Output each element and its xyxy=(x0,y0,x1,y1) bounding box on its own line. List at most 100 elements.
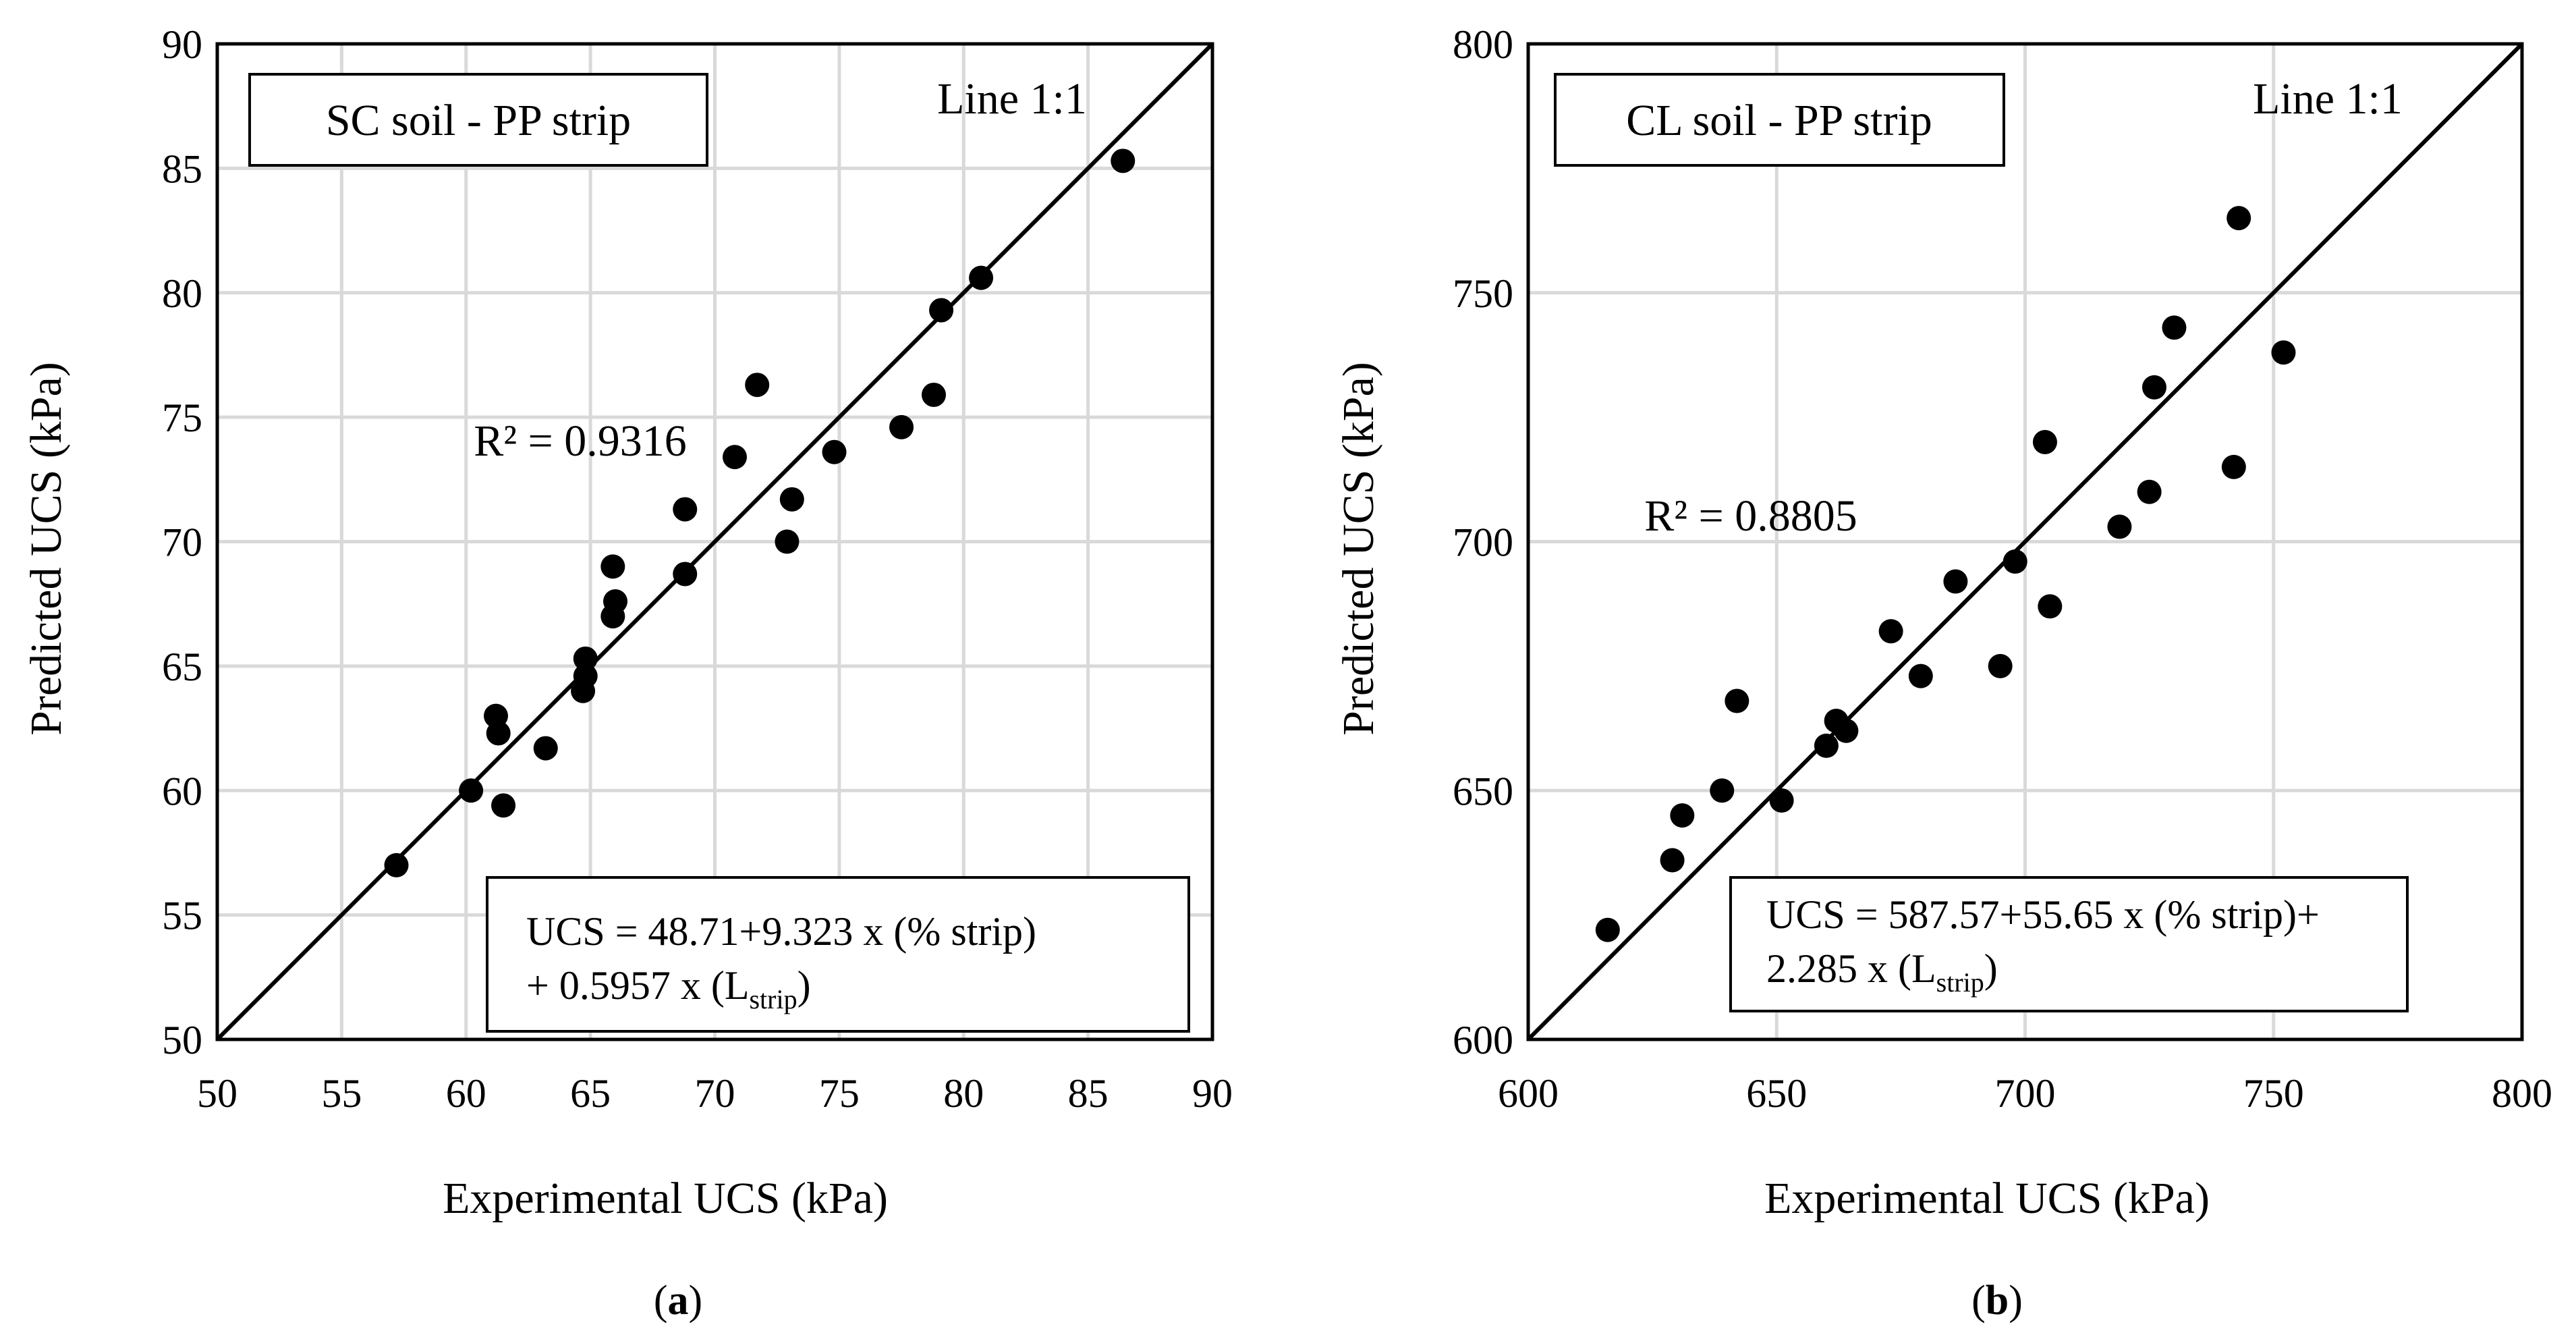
x-tick-label: 750 xyxy=(2243,1071,2304,1116)
data-point xyxy=(1595,917,1620,942)
y-tick-label: 80 xyxy=(162,271,202,316)
data-point xyxy=(775,529,800,554)
y-tick-label: 800 xyxy=(1453,22,1513,67)
equation-line-2-suffix: ) xyxy=(1984,946,1998,991)
x-tick-label: 90 xyxy=(1192,1071,1233,1116)
x-tick-label: 70 xyxy=(695,1071,735,1116)
data-point xyxy=(1725,688,1749,713)
x-tick-label: 80 xyxy=(943,1071,984,1116)
y-tick-label: 90 xyxy=(162,22,202,67)
data-point xyxy=(603,589,627,614)
y-tick-label: 700 xyxy=(1453,520,1513,565)
panel-label-close-paren: ) xyxy=(2009,1278,2023,1324)
x-tick-label: 60 xyxy=(446,1071,486,1116)
data-point xyxy=(2003,549,2027,574)
r-squared-label: R² = 0.9316 xyxy=(474,416,687,466)
x-tick-label: 600 xyxy=(1498,1071,1559,1116)
x-tick-label: 700 xyxy=(1995,1071,2056,1116)
data-point xyxy=(889,414,914,439)
data-point xyxy=(2107,514,2132,539)
x-tick-label: 85 xyxy=(1068,1071,1109,1116)
data-point xyxy=(1943,569,1968,594)
equation-line-2-prefix: + 0.5957 x (L xyxy=(526,963,749,1008)
x-tick-label: 50 xyxy=(197,1071,237,1116)
data-point xyxy=(1769,788,1794,813)
data-point xyxy=(929,298,954,323)
panel-label: (a) xyxy=(654,1278,702,1324)
data-point xyxy=(1814,733,1839,758)
data-point xyxy=(673,562,698,587)
panel-label-open-paren: ( xyxy=(654,1278,668,1324)
data-point xyxy=(1710,778,1735,803)
data-point xyxy=(486,721,511,746)
data-point xyxy=(384,852,409,877)
data-point xyxy=(2141,375,2166,400)
one-to-one-line xyxy=(215,42,1214,1041)
panel-label-close-paren: ) xyxy=(689,1278,703,1324)
equation-line-2: 2.285 x (Lstrip) xyxy=(1766,946,1998,998)
data-point xyxy=(1988,653,2013,678)
panel-label-letter: a xyxy=(668,1278,689,1324)
data-point xyxy=(1111,148,1136,173)
panel-label-letter: b xyxy=(1986,1278,2009,1324)
equation-box xyxy=(1729,876,2409,1012)
chart-title-box xyxy=(1554,73,2005,167)
data-point xyxy=(822,439,847,464)
chart-panel-b: 600 650 700 750 800 600 650 700 750 800 CL soil - … xyxy=(1334,22,2552,1324)
x-tick-label: 650 xyxy=(1746,1071,1807,1116)
plot-area-frame xyxy=(215,42,1214,1041)
y-tick-label: 75 xyxy=(162,396,202,440)
x-tick-label: 75 xyxy=(819,1071,860,1116)
line-label: Line 1:1 xyxy=(937,74,1087,124)
equation-line-1: UCS = 48.71+9.323 x (% strip) xyxy=(526,909,1036,954)
data-point xyxy=(2137,479,2162,504)
data-point xyxy=(1908,663,1933,688)
y-tick-label: 65 xyxy=(162,645,202,689)
panel-label: (b) xyxy=(1971,1278,2023,1324)
x-axis-label: Experimental UCS (kPa) xyxy=(1764,1174,2210,1223)
chart-title: CL soil - PP strip xyxy=(1626,96,1932,145)
data-point xyxy=(2227,206,2251,231)
x-tick-label: 55 xyxy=(321,1071,362,1116)
y-axis-label: Predicted UCS (kPa) xyxy=(1334,362,1383,736)
y-tick-label: 70 xyxy=(162,520,202,565)
equation-subscript: strip xyxy=(749,984,797,1014)
data-point xyxy=(491,793,516,818)
r-squared-label: R² = 0.8805 xyxy=(1644,491,1857,541)
data-point xyxy=(1834,718,1859,743)
chart-panel-a: 50 55 60 65 70 75 80 85 90 50 55 60 65 70 75 80 85 90 SC s… xyxy=(22,22,1233,1324)
data-point xyxy=(922,382,946,407)
x-tick-label: 800 xyxy=(2492,1071,2552,1116)
equation-box xyxy=(486,876,1190,1033)
data-point xyxy=(1670,803,1695,828)
data-point xyxy=(779,487,804,512)
equation-line-2-suffix: ) xyxy=(797,963,811,1008)
data-point xyxy=(2271,340,2296,365)
chart-title: SC soil - PP strip xyxy=(326,96,631,145)
line-label: Line 1:1 xyxy=(2253,74,2403,124)
y-axis-label: Predicted UCS (kPa) xyxy=(22,362,71,736)
data-point xyxy=(533,736,558,761)
data-point xyxy=(573,663,598,688)
equation-line-2-prefix: 2.285 x (L xyxy=(1766,946,1936,991)
chart-title-box xyxy=(248,73,708,167)
y-tick-label: 85 xyxy=(162,146,202,191)
y-tick-label: 600 xyxy=(1453,1018,1513,1062)
data-point xyxy=(2032,430,2057,454)
x-axis-label: Experimental UCS (kPa) xyxy=(443,1174,888,1223)
data-point xyxy=(745,373,770,398)
one-to-one-line xyxy=(1526,42,2524,1041)
data-point xyxy=(1660,848,1685,873)
y-tick-label: 60 xyxy=(162,769,202,813)
x-tick-label: 65 xyxy=(570,1071,611,1116)
equation-subscript: strip xyxy=(1936,967,1984,998)
data-point xyxy=(1878,619,1903,644)
y-tick-label: 55 xyxy=(162,894,202,938)
y-tick-label: 650 xyxy=(1453,769,1513,813)
data-point xyxy=(2038,594,2063,619)
data-point xyxy=(969,265,994,290)
data-point xyxy=(573,646,598,671)
data-point xyxy=(2162,315,2187,340)
equation-line-1: UCS = 587.57+55.65 x (% strip)+ xyxy=(1766,892,2320,937)
